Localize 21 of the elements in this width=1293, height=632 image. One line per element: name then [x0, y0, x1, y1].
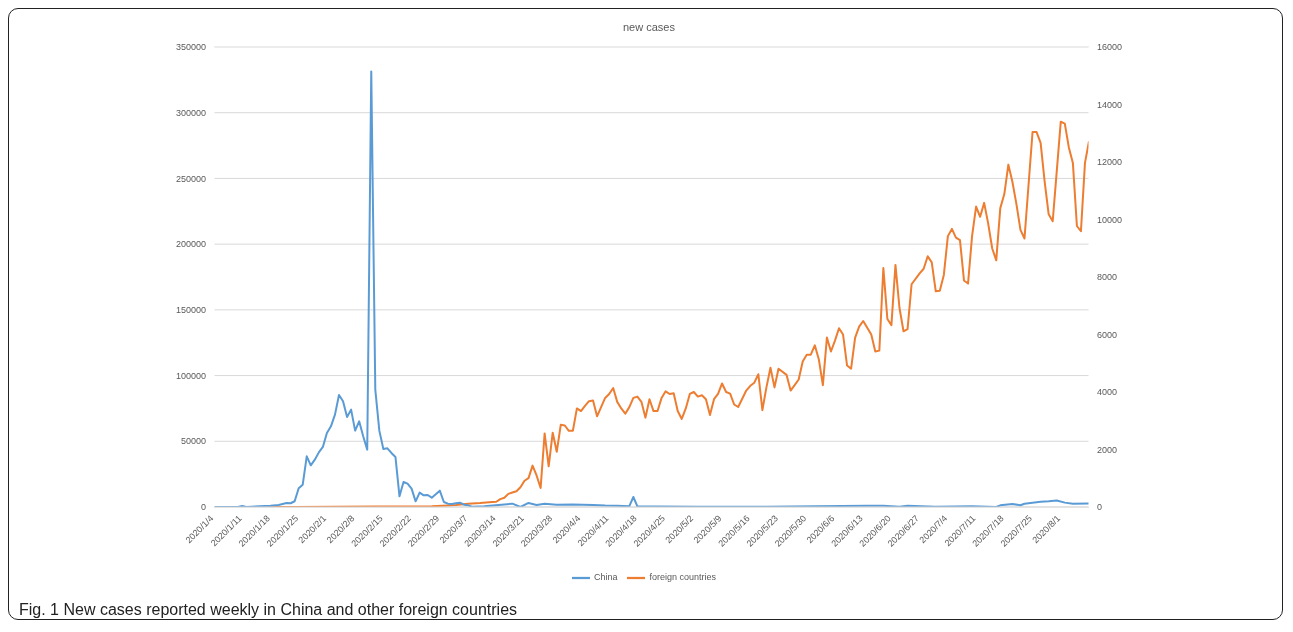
y-tick-label: 300000 [175, 107, 206, 118]
y2-tick-label: 2000 [1097, 444, 1118, 455]
y2-tick-label: 0 [1097, 502, 1103, 513]
legend-label: China [593, 572, 618, 583]
y2-tick-label: 14000 [1097, 99, 1123, 110]
legend-label: foreign countries [649, 572, 717, 583]
caption: Fig. 1 New cases reported weekly in China and other foreign countries [19, 601, 518, 619]
y2-tick-label: 8000 [1097, 272, 1118, 283]
y-tick-label: 0 [200, 502, 206, 513]
y2-tick-label: 12000 [1097, 157, 1123, 168]
y2-tick-label: 6000 [1097, 329, 1118, 340]
y2-tick-label: 16000 [1097, 42, 1123, 53]
y-tick-label: 200000 [175, 239, 206, 250]
chart-title: new cases [622, 21, 676, 33]
y-tick-label: 50000 [180, 436, 206, 447]
y-tick-label: 150000 [175, 305, 206, 316]
y2-tick-label: 10000 [1097, 214, 1123, 225]
y2-tick-label: 4000 [1097, 387, 1118, 398]
y-tick-label: 250000 [175, 173, 206, 184]
y-tick-label: 100000 [175, 370, 206, 381]
y-tick-label: 350000 [175, 42, 206, 53]
